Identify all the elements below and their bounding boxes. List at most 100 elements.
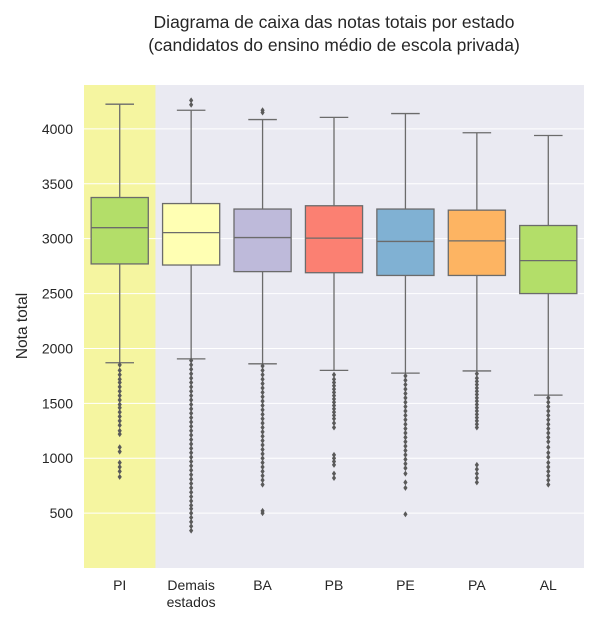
outlier-point [474,479,479,486]
box [376,208,435,277]
outlier-point [189,502,194,509]
outlier-point [260,363,265,370]
outlier-point [189,480,194,487]
box [447,209,507,277]
y-tick-label: 4000 [42,121,73,137]
outlier-point [117,383,122,390]
outlier-point [260,402,265,409]
outlier-point [117,464,122,471]
outlier-point [189,476,194,483]
outlier-point [189,454,194,461]
x-tick-label: Demais [167,577,214,593]
outlier-point [117,448,122,455]
outlier-point [260,371,265,378]
outlier-point [189,379,194,386]
x-tick-label: estados [167,594,216,610]
outlier-point [117,401,122,408]
outlier-point [474,461,479,468]
outlier-point [403,511,408,518]
y-tick-label: 3000 [42,231,73,247]
outlier-point [117,459,122,466]
outlier-point [546,416,551,423]
outlier-point [189,419,194,426]
outlier-point [474,394,479,401]
outlier-point [474,417,479,424]
outlier-point [474,421,479,428]
outlier-point [403,416,408,423]
outlier-point [117,361,122,368]
outlier-point [260,424,265,431]
outlier-point [474,411,479,418]
outlier-point [260,384,265,391]
outlier-point [189,383,194,390]
y-tick-label: 1500 [42,395,73,411]
outlier-point [403,456,408,463]
outlier-point [260,109,265,116]
outlier-point [546,449,551,456]
outlier-point [189,449,194,456]
outlier-point [403,484,408,491]
outlier-point [189,97,194,104]
outlier-point [331,376,337,383]
outlier-point [331,379,337,386]
outlier-point [546,464,551,471]
outlier-point [117,413,122,420]
outlier-point [260,415,265,422]
y-axis-label: Nota total [14,293,31,359]
y-tick-label: 3500 [42,176,73,192]
outlier-point [189,489,194,496]
outlier-point [260,376,265,383]
outlier-point [331,409,337,416]
outlier-point [403,479,408,486]
x-tick-label: BA [253,577,272,593]
outlier-point [403,390,408,397]
outlier-point [331,458,337,465]
outlier-point [189,484,194,491]
outlier-point [189,375,194,382]
outlier-point [403,386,408,393]
outlier-point [546,412,551,419]
outlier-point [189,366,194,373]
outlier-point [260,380,265,387]
outlier-point [260,510,265,517]
outlier-point [260,472,265,479]
outlier-point [189,493,194,500]
outlier-point [260,389,265,396]
outlier-point [546,434,551,441]
outlier-point [403,465,408,472]
outlier-point [474,391,479,398]
outlier-point [260,455,265,462]
outlier-point [189,405,194,412]
outlier-point [403,394,408,401]
outlier-point [546,444,551,451]
x-tick-label: PI [113,577,126,593]
outlier-point [331,382,337,389]
outlier-point [117,409,122,416]
box [304,205,364,274]
outlier-point [117,444,122,451]
outlier-point [403,412,408,419]
outlier-point [403,438,408,445]
outlier-point [189,514,194,521]
outlier-point [117,417,122,424]
outlier-point [260,477,265,484]
outlier-point [331,474,337,481]
box [161,202,221,266]
outlier-point [189,401,194,408]
outlier-point [260,468,265,475]
outlier-point [189,436,194,443]
outlier-point [331,412,337,419]
outlier-point [331,470,337,477]
outlier-point [403,399,408,406]
outlier-point [546,421,551,428]
outlier-point [189,414,194,421]
outlier-point [403,377,408,384]
outlier-point [331,451,337,458]
outlier-point [546,481,551,488]
outlier-point [260,464,265,471]
outlier-point [189,361,194,368]
box [233,208,292,273]
outlier-point [189,527,194,534]
outlier-point [331,386,337,393]
outlier-point [260,446,265,453]
